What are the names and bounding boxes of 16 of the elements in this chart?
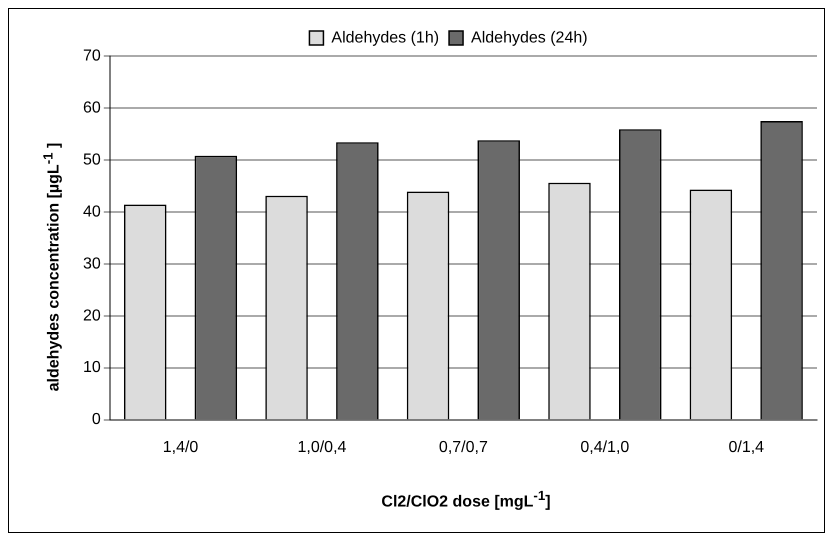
x-tick-label: 0/1,4 <box>728 438 764 456</box>
y-tick-label: 40 <box>83 203 101 220</box>
y-tick-label: 30 <box>83 255 101 272</box>
legend-label: Aldehydes (1h) <box>331 29 440 46</box>
y-tick-label: 20 <box>83 307 101 324</box>
y-tick-label: 10 <box>83 359 101 376</box>
x-tick-label: 0,4/1,0 <box>580 438 630 456</box>
y-tick-label: 0 <box>92 411 101 428</box>
x-tick-label: 1,0/0,4 <box>297 438 347 456</box>
y-tick-label: 50 <box>83 151 101 168</box>
x-tick-label: 0,7/0,7 <box>438 438 488 456</box>
legend-label: Aldehydes (24h) <box>471 29 588 46</box>
x-axis-title: Cl2/ClO2 dose [mgL$^{-1}$] <box>380 488 552 512</box>
y-tick-label: 70 <box>83 47 101 64</box>
y-tick-label: 60 <box>83 99 101 116</box>
x-tick-label: 1,4/0 <box>162 438 198 456</box>
